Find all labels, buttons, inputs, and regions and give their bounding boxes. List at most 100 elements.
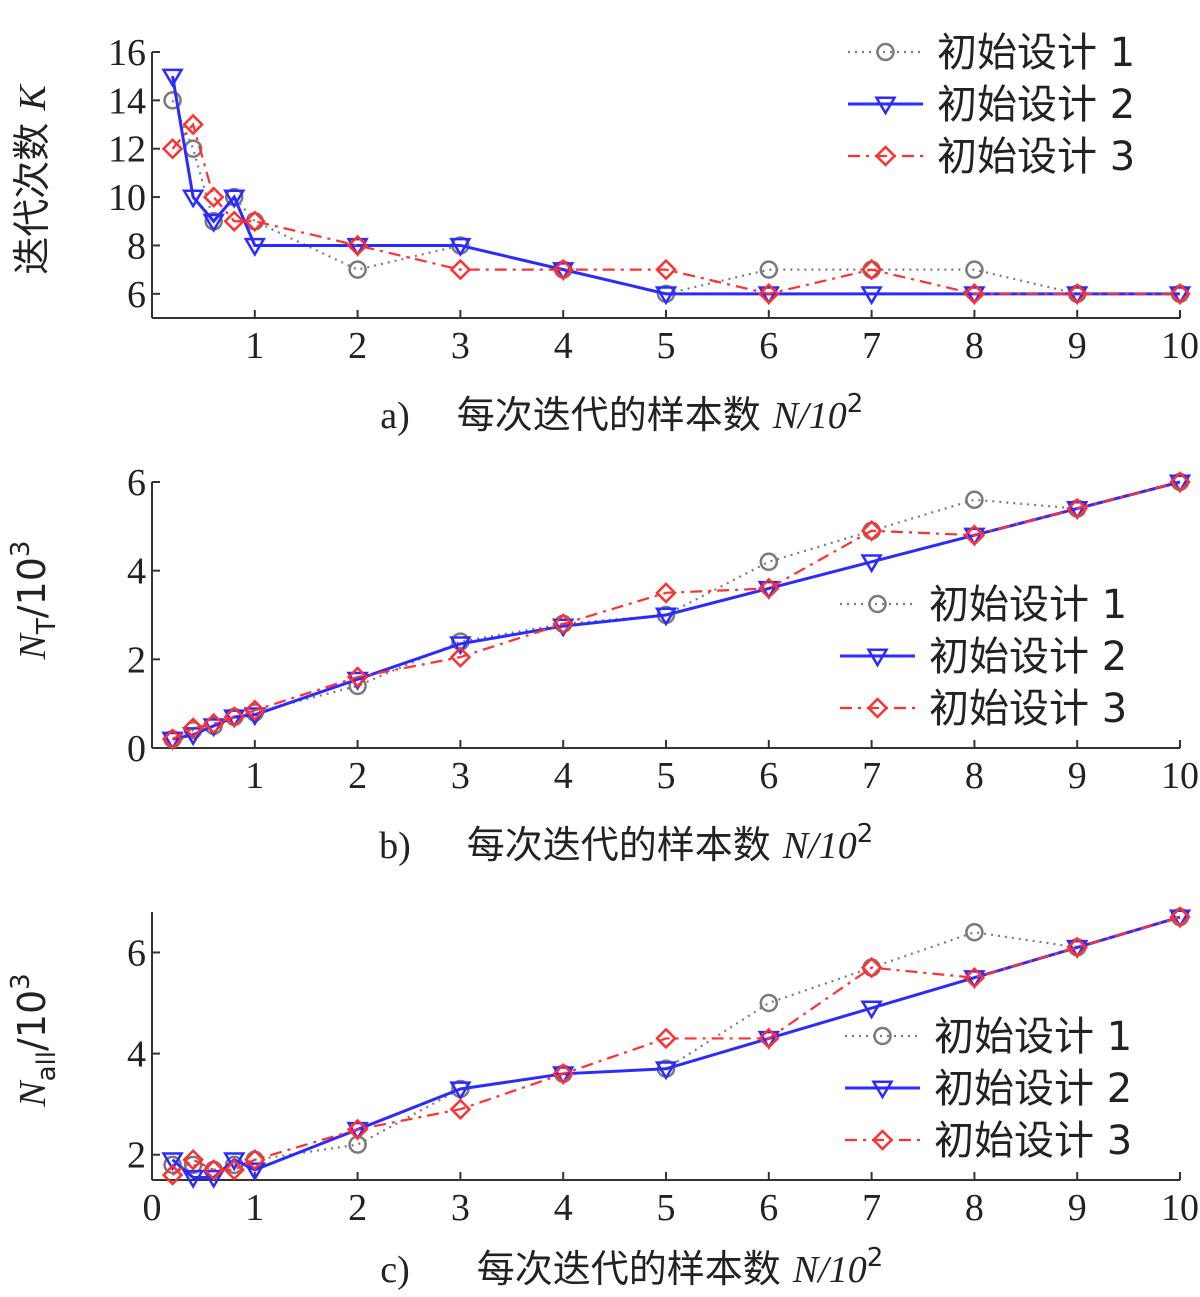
series-2-point [654, 286, 678, 306]
series-2-point [181, 1169, 205, 1189]
series-1-line [172, 916, 1181, 1172]
x-tick-label: 8 [965, 1187, 984, 1229]
series-2-point [1066, 286, 1089, 306]
series-3-point [1066, 283, 1088, 305]
series-3-point [655, 258, 677, 281]
x-tick-label: 10 [1161, 755, 1199, 797]
series-3-point [161, 728, 184, 750]
series-1-point [759, 993, 779, 1013]
x-tick-label: 1 [245, 755, 264, 797]
series-1-point [348, 260, 367, 279]
series-3-point [346, 666, 369, 688]
series-1-point [759, 552, 779, 572]
legend-marker [876, 42, 895, 62]
series-3-point [860, 519, 883, 542]
legend-entry: 初始设计 2 [929, 634, 1127, 680]
legend-entry: 初始设计 1 [929, 582, 1127, 628]
legend: 初始设计 1 初始设计 2 初始设计 3 [845, 1014, 1132, 1164]
series-2-point [1168, 286, 1192, 306]
legend-marker [868, 594, 887, 614]
series-3-point [963, 283, 986, 305]
legend: 初始设计 1 初始设计 2 初始设计 3 [848, 30, 1135, 180]
series-3-point [963, 524, 986, 546]
series-3-point [223, 706, 246, 728]
x-tick-label: 7 [862, 1187, 881, 1229]
series-3-point [758, 1027, 780, 1050]
series-2-point [243, 1162, 266, 1182]
x-tick-label: 3 [451, 755, 470, 797]
series-1-point [965, 490, 984, 509]
x-tick-label: 7 [862, 755, 881, 797]
y-tick-label: 4 [127, 1034, 146, 1076]
x-tick-label: 2 [348, 325, 367, 367]
y-axis-label: Nall/103 [6, 973, 62, 1107]
series-2-point [223, 189, 246, 209]
series-2-point [449, 1081, 472, 1101]
series-2-point [757, 286, 780, 306]
series-3-point [223, 210, 246, 233]
x-tick-label: 2 [348, 755, 367, 797]
y-tick-label: 6 [127, 274, 146, 316]
series-3-point [552, 258, 574, 281]
series-3-point [244, 699, 266, 722]
series-3-point [182, 113, 204, 136]
x-tick-label: 4 [554, 1187, 573, 1229]
series-1-line [172, 480, 1181, 741]
series-2-point [243, 237, 266, 257]
x-tick-label: 9 [1068, 325, 1087, 367]
series-3-point [449, 258, 472, 281]
legend-entry: 初始设计 2 [934, 1066, 1132, 1112]
series-3-point [449, 646, 472, 668]
x-tick-label: 1 [245, 1187, 264, 1229]
series-2-point [181, 189, 205, 209]
series-3-point [1066, 936, 1088, 959]
series-3-point [346, 1118, 369, 1141]
y-tick-label: 6 [127, 932, 146, 974]
series-2-point [757, 1030, 780, 1050]
x-tick-label: 10 [1161, 325, 1199, 367]
legend-marker [873, 1026, 892, 1046]
y-tick-label: 12 [108, 129, 146, 171]
legend-marker [866, 648, 889, 668]
series-3-point [1169, 283, 1191, 305]
x-tick-label: 6 [759, 755, 778, 797]
series-3-point [449, 1098, 472, 1120]
legend-entry: 初始设计 1 [934, 1014, 1132, 1060]
series-2-point [161, 68, 184, 88]
x-tick-label: 2 [348, 1187, 367, 1229]
x-tick-label: 5 [657, 1187, 676, 1229]
x-axis-label: 每次迭代的样本数 N/102 [477, 1243, 884, 1291]
x-tick-label: 6 [759, 325, 778, 367]
series-3-line [171, 916, 1181, 1176]
y-axis-label: NT/103 [6, 541, 62, 661]
x-tick-label: 4 [554, 325, 573, 367]
series-3-point [182, 717, 204, 739]
y-tick-label: 6 [127, 462, 146, 504]
series-2-point [963, 286, 986, 306]
series-3-point [552, 613, 574, 635]
x-tick-label: 8 [965, 325, 984, 367]
x-tick-label: 5 [657, 755, 676, 797]
series-1-point [965, 260, 984, 279]
legend-marker [874, 96, 897, 116]
legend-marker [871, 1129, 894, 1151]
series-3-point [655, 1027, 677, 1050]
y-tick-label: 4 [127, 551, 146, 593]
series-3-point [1169, 906, 1191, 928]
x-tick-label: 5 [657, 325, 676, 367]
y-axis-label: 迭代次数 K [10, 84, 54, 275]
legend-entry: 初始设计 3 [929, 686, 1127, 732]
series-3 [161, 113, 1191, 305]
series-3-point [202, 186, 225, 208]
series-3-point [758, 577, 780, 600]
series-3-point [1066, 497, 1088, 520]
x-tick-label: 3 [451, 1187, 470, 1229]
series-3-point [552, 1063, 574, 1085]
series-1-point [759, 260, 779, 279]
series-3-point [161, 1164, 184, 1186]
series-3-point [161, 137, 184, 160]
x-tick-label: 4 [554, 755, 573, 797]
series-2-point [654, 607, 678, 627]
x-tick-label: 1 [245, 325, 264, 367]
